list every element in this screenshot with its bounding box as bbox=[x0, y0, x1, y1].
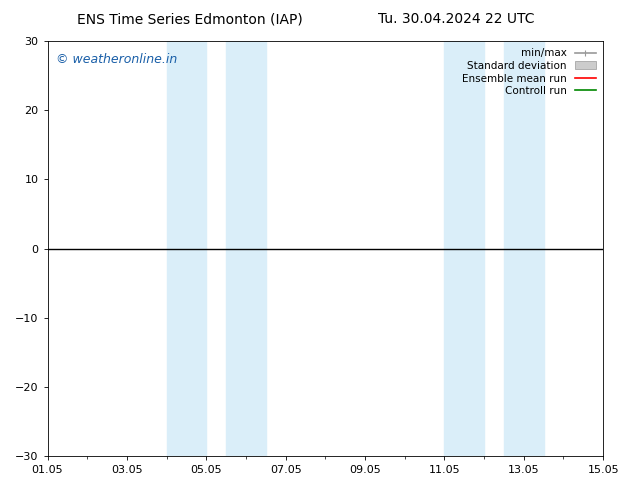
Text: Tu. 30.04.2024 22 UTC: Tu. 30.04.2024 22 UTC bbox=[378, 12, 534, 26]
Bar bbox=[444, 41, 484, 456]
Legend: min/max, Standard deviation, Ensemble mean run, Controll run: min/max, Standard deviation, Ensemble me… bbox=[460, 46, 598, 98]
Bar bbox=[504, 41, 543, 456]
Text: © weatheronline.in: © weatheronline.in bbox=[56, 53, 177, 67]
Text: ENS Time Series Edmonton (IAP): ENS Time Series Edmonton (IAP) bbox=[77, 12, 303, 26]
Bar bbox=[226, 41, 266, 456]
Bar bbox=[167, 41, 206, 456]
